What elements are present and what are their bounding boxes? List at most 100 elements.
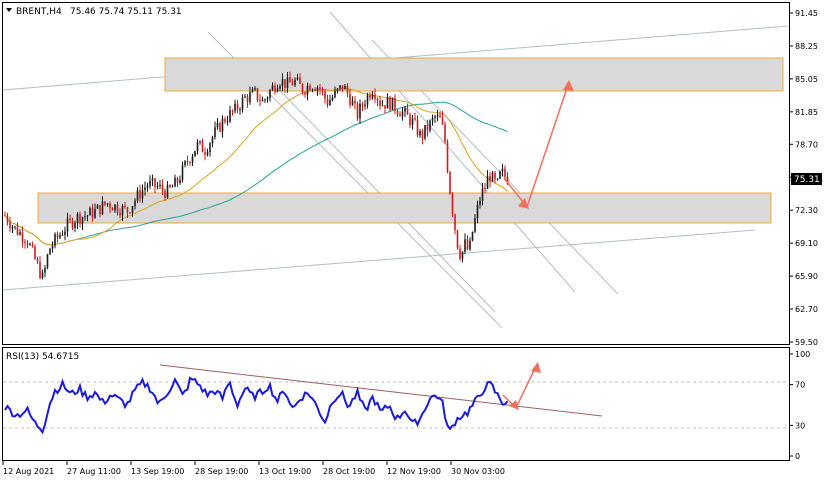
candle (96, 204, 99, 210)
price-panel-frame (2, 2, 790, 345)
time-label: 28 Oct 19:00 (323, 467, 375, 476)
candle (354, 96, 356, 110)
candle (241, 94, 244, 113)
candle (461, 251, 464, 263)
symbol-label: BRENT,H4 (16, 7, 62, 17)
candle (169, 184, 171, 189)
time-label: 13 Sep 19:00 (131, 467, 184, 476)
candle (321, 86, 324, 96)
candle (404, 106, 406, 118)
candle (376, 97, 379, 107)
candle (159, 179, 161, 190)
rsi-title: RSI(13) 54.6715 (6, 352, 79, 362)
price-tick-label: 91.45 (795, 9, 818, 18)
candle (26, 240, 29, 249)
candle (464, 233, 466, 255)
candle (51, 241, 54, 253)
candle (289, 71, 291, 83)
candle (329, 94, 331, 106)
candle (331, 94, 334, 102)
rsi-tick-label: 70 (795, 381, 805, 390)
candle (189, 161, 191, 166)
candle (144, 181, 146, 196)
candle (476, 200, 479, 224)
candle (76, 212, 79, 230)
rsi-trendline[interactable] (159, 364, 603, 417)
candle (91, 203, 94, 222)
lower-channel-line[interactable] (2, 229, 756, 291)
candle (216, 117, 219, 130)
candle (326, 94, 329, 108)
candle (316, 85, 319, 96)
candle (356, 101, 359, 121)
candle (349, 88, 351, 108)
candle (81, 216, 84, 231)
candle (181, 161, 184, 183)
candle (214, 121, 216, 140)
candle (61, 230, 64, 236)
price-tick-label: 59.50 (795, 338, 818, 347)
candle (346, 83, 349, 98)
candle (451, 192, 454, 218)
ohlc-label: 75.46 75.74 75.11 75.31 (70, 7, 182, 17)
candle (434, 114, 436, 124)
price-tick-label: 85.05 (795, 75, 818, 84)
candle (314, 87, 316, 92)
candle (389, 96, 391, 112)
candle (361, 101, 364, 111)
candle (291, 78, 294, 86)
candle (391, 97, 394, 110)
candle (239, 107, 241, 115)
candle (201, 138, 204, 153)
collapse-triangle-icon[interactable] (6, 8, 12, 12)
candle (49, 248, 51, 255)
candle (74, 220, 76, 233)
time-label: 30 Nov 03:00 (451, 467, 505, 476)
candle (9, 216, 11, 232)
time-label: 27 Aug 11:00 (67, 467, 121, 476)
rsi-tick-label: 100 (795, 350, 810, 359)
candle (489, 172, 491, 188)
candle (36, 256, 39, 264)
candle (234, 99, 236, 114)
candle (124, 201, 126, 209)
price-pullback-arrowhead (518, 198, 529, 209)
candle (176, 176, 179, 188)
candle (269, 88, 271, 102)
candle (386, 93, 389, 109)
candle (129, 212, 131, 215)
candle (259, 94, 261, 107)
candle (231, 109, 234, 116)
candle (146, 182, 149, 192)
time-label: 12 Nov 19:00 (387, 467, 441, 476)
candle (454, 213, 456, 235)
candle (59, 232, 61, 240)
candle (161, 179, 164, 196)
candle (89, 206, 91, 216)
candle (164, 188, 166, 201)
descending-line-2[interactable] (259, 69, 496, 313)
candle (94, 203, 96, 219)
candle (196, 139, 199, 155)
candle (229, 105, 231, 124)
candle (156, 181, 159, 190)
candle (116, 201, 119, 216)
price-tick-label: 72.30 (795, 206, 818, 215)
candle (429, 119, 431, 133)
candle (396, 109, 399, 118)
candle (276, 84, 279, 93)
candle (226, 115, 229, 126)
candle (139, 184, 141, 203)
candle (304, 91, 306, 98)
candle (501, 163, 504, 177)
candle (364, 99, 366, 110)
resistance-zone[interactable] (164, 57, 784, 92)
candle (486, 170, 489, 190)
candle (266, 96, 269, 103)
time-label: 28 Sep 19:00 (195, 467, 248, 476)
candle (179, 175, 181, 185)
rsi-line (4, 376, 509, 435)
candle (204, 147, 206, 161)
support-zone[interactable] (37, 192, 772, 224)
